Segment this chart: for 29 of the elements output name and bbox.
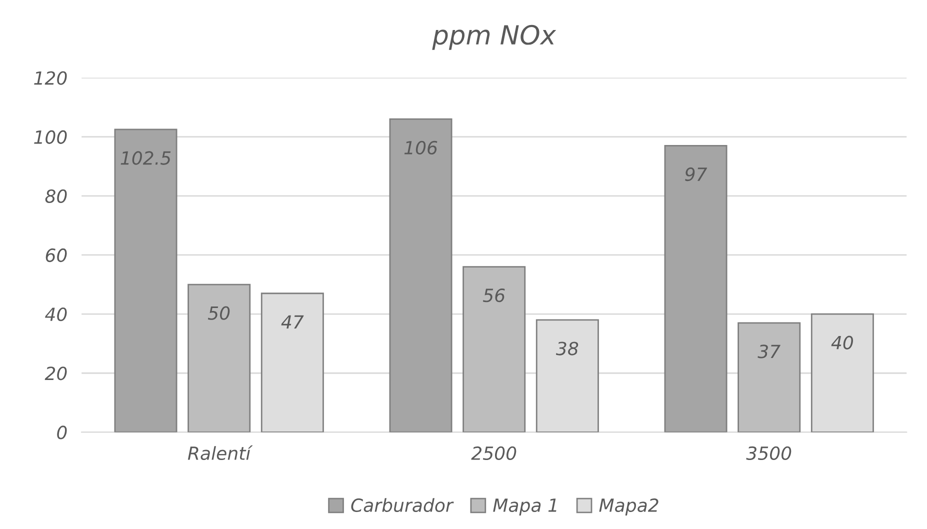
y-tick-label: 120 xyxy=(34,71,67,85)
y-tick-label: 80 xyxy=(45,189,67,204)
x-tick-label: 2500 xyxy=(471,446,516,460)
y-tick-label: 0 xyxy=(57,426,67,440)
y-tick-label: 100 xyxy=(34,130,67,144)
bar xyxy=(664,145,728,432)
data-label: 40 xyxy=(831,336,854,350)
x-tick-label: Ralentí xyxy=(188,445,253,460)
data-label: 56 xyxy=(482,288,505,302)
x-tick-label: 3500 xyxy=(746,446,792,460)
legend-label: Carburador xyxy=(351,498,454,512)
legend-label: Mapa2 xyxy=(599,498,658,516)
y-tick-label: 60 xyxy=(46,248,67,262)
bar xyxy=(389,118,452,432)
bar xyxy=(738,322,801,432)
bar xyxy=(114,128,178,432)
chart-title: ppm NOx xyxy=(432,24,556,50)
data-label: 50 xyxy=(208,306,230,320)
data-label: 37 xyxy=(758,344,780,358)
y-tick-label: 20 xyxy=(44,366,67,380)
data-label: 97 xyxy=(685,167,708,182)
data-label: 106 xyxy=(404,140,438,155)
bar xyxy=(462,266,526,432)
data-label: 102.5 xyxy=(120,151,171,165)
y-tick-label: 40 xyxy=(45,308,67,322)
legend-label: Mapa 1 xyxy=(493,498,556,516)
data-label: 47 xyxy=(281,315,304,329)
bar xyxy=(188,284,251,432)
data-label: 38 xyxy=(556,342,578,356)
